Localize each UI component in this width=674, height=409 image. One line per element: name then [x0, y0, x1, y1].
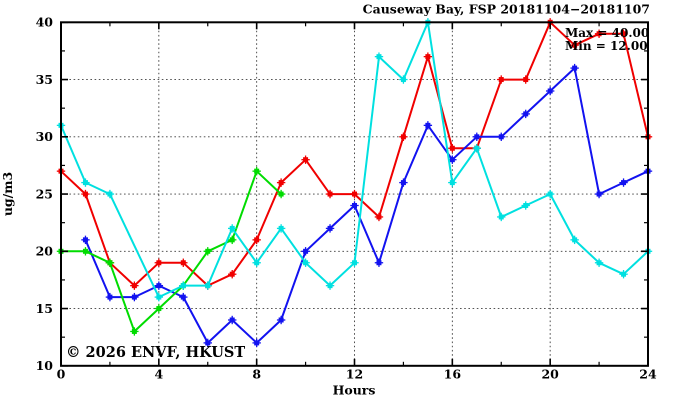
series-4-cyan-marker — [303, 260, 309, 266]
series-2-blue-marker — [449, 157, 455, 163]
y-tick-label: 20 — [36, 244, 54, 259]
series-2-blue-marker — [474, 134, 480, 140]
series-2-blue-marker — [621, 180, 627, 186]
series-2-blue-marker — [547, 88, 553, 94]
series-4-cyan-marker — [107, 191, 113, 197]
x-tick-label: 20 — [541, 367, 559, 382]
legend-max-label: Max = 40.00 — [565, 26, 649, 40]
series-3-green-marker — [205, 248, 211, 254]
x-tick-label: 12 — [346, 367, 363, 382]
series-4-cyan-line — [60, 21, 649, 299]
x-tick-label: 4 — [154, 367, 163, 382]
series-2-blue-marker — [156, 283, 162, 289]
series-1-red-marker — [278, 180, 284, 186]
series-1-red-marker — [376, 214, 382, 220]
chart-title: Causeway Bay, FSP 20181104−20181107 — [363, 2, 650, 17]
series-1-red-marker — [229, 271, 235, 277]
y-tick-label: 30 — [36, 129, 54, 144]
series-4-cyan-marker — [82, 180, 88, 186]
series-2-blue-marker — [425, 122, 431, 128]
series-2-blue-marker — [498, 134, 504, 140]
series-4-cyan-marker — [278, 225, 284, 231]
x-tick-label: 0 — [57, 367, 66, 382]
series-2-blue-marker — [205, 340, 211, 346]
series-2-blue-marker — [303, 248, 309, 254]
series-2-blue-marker — [107, 294, 113, 300]
series-2-blue-marker — [376, 260, 382, 266]
watermark: © 2026 ENVF, HKUST — [66, 344, 245, 361]
x-tick-labels: 0 4 8 12 16 20 24 — [57, 367, 657, 382]
series-2-blue-marker — [596, 191, 602, 197]
series-1-red-marker — [303, 157, 309, 163]
series-4-cyan-marker — [547, 191, 553, 197]
series-4-cyan-marker — [572, 237, 578, 243]
series-4-cyan-marker — [254, 260, 260, 266]
series-2-blue-marker — [400, 180, 406, 186]
series-2-blue-marker — [523, 111, 529, 117]
series-1-red-marker — [498, 77, 504, 83]
series-4-cyan-marker — [180, 283, 186, 289]
series-4-cyan-marker — [376, 54, 382, 60]
series-4-cyan-marker — [474, 145, 480, 151]
series-4-cyan-marker — [327, 283, 333, 289]
series-4-cyan-marker — [596, 260, 602, 266]
series-3-green-marker — [254, 168, 260, 174]
series-3-green-marker — [278, 191, 284, 197]
series-1-red-marker — [352, 191, 357, 197]
series-4-cyan-marker — [352, 260, 357, 266]
y-tick-label: 25 — [36, 186, 53, 201]
series-1-red-marker — [572, 42, 578, 48]
y-tick-label: 10 — [36, 358, 54, 373]
series-3-green-marker — [156, 306, 162, 312]
series-3-green-line — [61, 170, 282, 333]
series-1-red-marker — [327, 191, 333, 197]
series-1-red-marker — [596, 31, 602, 37]
series-1-red-marker — [449, 145, 455, 151]
x-tick-label: 8 — [252, 367, 261, 382]
series-3-green-marker — [82, 248, 88, 254]
series-1-red-marker — [131, 283, 137, 289]
x-tick-label: 16 — [444, 367, 462, 382]
series-3-green-marker — [229, 237, 235, 243]
y-tick-label: 35 — [36, 72, 53, 87]
y-tick-labels: 10 15 20 25 30 35 40 — [36, 15, 54, 374]
series-4-cyan-marker — [523, 203, 529, 208]
series-3-green-marker — [107, 260, 113, 266]
series-1-red-marker — [82, 191, 88, 197]
series-1-red-marker — [400, 134, 406, 140]
y-tick-label: 15 — [36, 301, 53, 316]
series-2-blue-marker — [131, 294, 137, 300]
series-1-red-marker — [180, 260, 186, 266]
series-4-cyan-marker — [400, 77, 406, 83]
series-2-blue-marker — [229, 317, 235, 323]
series-2-blue-marker — [180, 294, 186, 300]
series-1-red-marker — [523, 77, 529, 83]
series-4-cyan-marker — [229, 225, 235, 231]
series-1-red-marker — [156, 260, 162, 266]
series-2-blue-marker — [327, 225, 333, 231]
series-4-cyan-marker — [621, 271, 627, 277]
series-4-cyan-marker — [205, 283, 211, 289]
series-2-blue-marker — [82, 237, 88, 243]
series-4-cyan-marker — [449, 180, 455, 186]
legend-min-label: Min = 12.00 — [565, 39, 648, 53]
series-4-cyan-marker — [498, 214, 504, 220]
series-2-blue-marker — [278, 317, 284, 323]
y-tick-label: 40 — [36, 15, 54, 30]
series-2-blue-marker — [572, 65, 578, 71]
series-1-red-marker — [254, 237, 260, 243]
y-axis-label: ug/m3 — [0, 172, 15, 216]
series-3-green-marker — [131, 328, 137, 334]
series-2-blue-marker — [352, 203, 357, 208]
series-1-red-marker — [621, 31, 627, 37]
series-4-cyan-marker — [156, 294, 162, 300]
series-2-blue-marker — [254, 340, 260, 346]
x-axis-label: Hours — [333, 383, 376, 398]
series-1-red-marker — [425, 54, 431, 60]
plot-border — [60, 21, 649, 367]
x-tick-label: 24 — [639, 367, 657, 382]
series-2-blue-line — [84, 67, 649, 344]
